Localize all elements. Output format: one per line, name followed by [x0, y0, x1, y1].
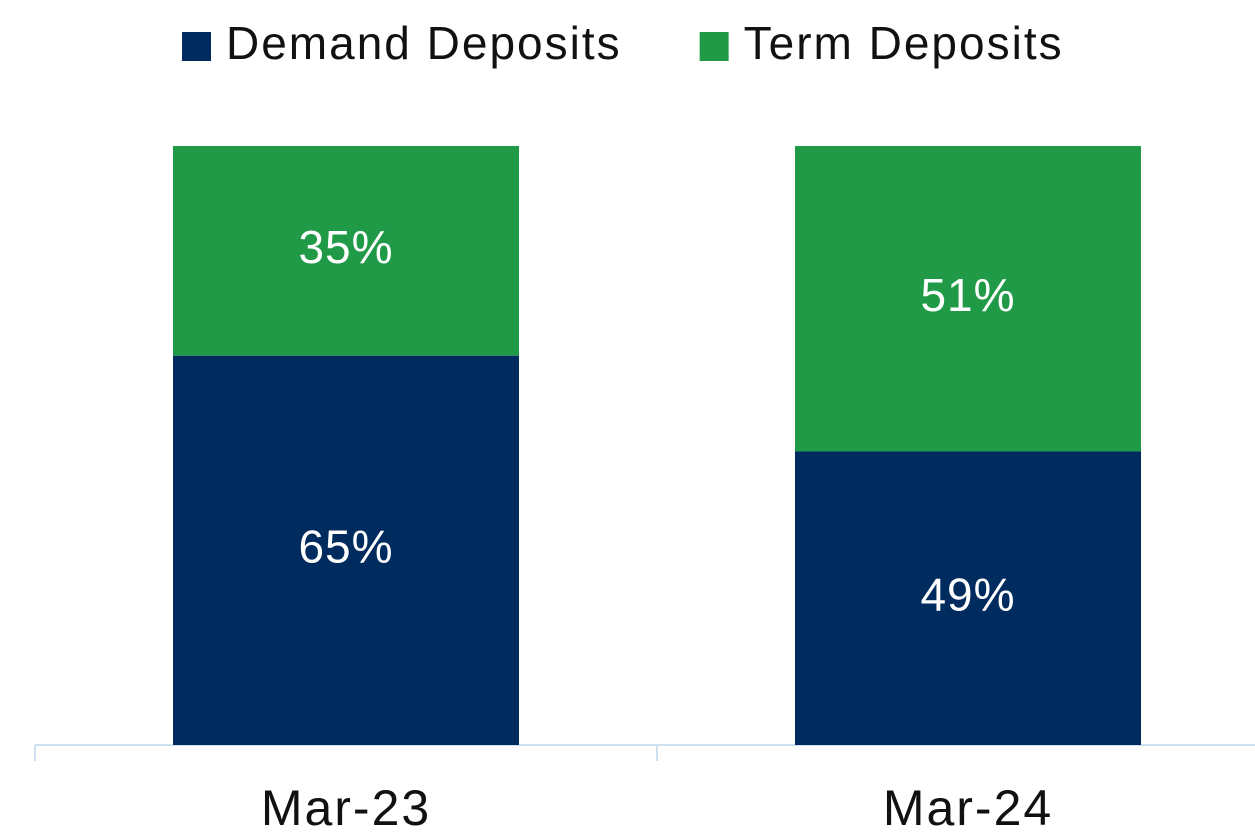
data-label: 65%	[298, 520, 393, 572]
x-tick-label: Mar-24	[883, 780, 1053, 833]
data-label: 49%	[920, 568, 1015, 620]
bar-segment	[795, 146, 1141, 452]
legend-swatch	[699, 32, 729, 61]
bar-segment	[173, 355, 519, 745]
data-label: 35%	[298, 221, 393, 273]
legend-swatch	[182, 32, 211, 61]
bar-segment	[795, 451, 1141, 745]
legend-label: Demand Deposits	[226, 17, 622, 69]
bar-segment	[173, 146, 519, 356]
x-tick-label: Mar-23	[261, 780, 431, 833]
legend-label: Term Deposits	[744, 17, 1064, 69]
data-label: 51%	[920, 269, 1015, 321]
